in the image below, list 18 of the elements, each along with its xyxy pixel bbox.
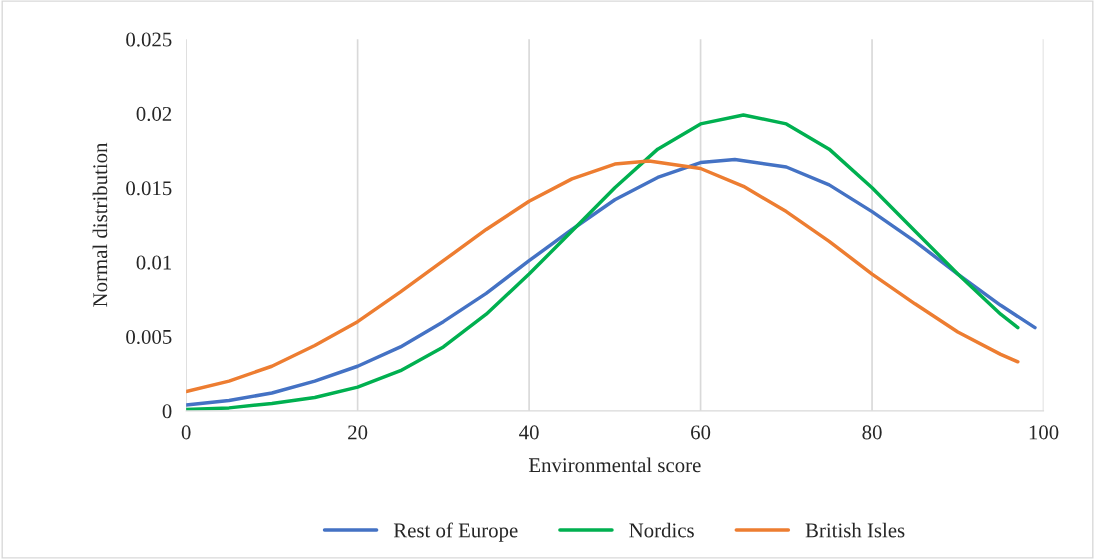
y-tick-label: 0.025 xyxy=(126,32,172,47)
x-tick-label: 40 xyxy=(519,425,539,440)
line-series xyxy=(186,113,1020,411)
y-tick-label: 0.005 xyxy=(126,329,172,345)
x-tick-label: 60 xyxy=(691,425,711,440)
x-tick-label: 100 xyxy=(1029,425,1059,440)
y-axis-title: Normal distribution xyxy=(92,142,108,307)
x-tick-label: 0 xyxy=(181,425,191,440)
legend-label: Rest of Europe xyxy=(393,522,518,542)
y-tick-label: 0.015 xyxy=(126,181,172,196)
legend-label: Nordics xyxy=(629,522,694,538)
x-tick-label: 80 xyxy=(862,425,882,440)
y-tick-label: 0.02 xyxy=(136,106,172,121)
y-tick-label: 0 xyxy=(162,404,172,419)
y-tick-label: 0.01 xyxy=(136,255,172,270)
legend-label: British Isles xyxy=(805,522,905,538)
x-tick-label: 20 xyxy=(348,425,368,440)
x-axis-title: Environmental score xyxy=(528,457,701,473)
